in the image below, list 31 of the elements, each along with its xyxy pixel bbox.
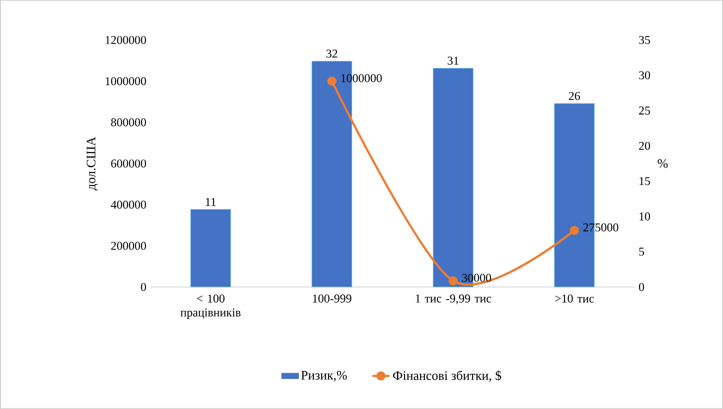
legend-label: Ризик,%: [301, 370, 347, 382]
y2-tick-label: 0: [638, 282, 644, 292]
point: [570, 226, 579, 235]
bar: [190, 209, 231, 288]
y2-tick-label: 20: [639, 142, 650, 150]
x-tick-label: 100-999: [313, 294, 352, 303]
y2-tick-label: 25: [639, 106, 650, 115]
y2-tick-label: 15: [640, 177, 650, 186]
data-label: 11: [206, 198, 216, 206]
y2-tick-label: 5: [639, 248, 644, 256]
x-tick-label: < 100 працівників: [180, 294, 241, 319]
point: [448, 276, 458, 286]
y-tick-label: 1200000: [106, 36, 146, 44]
x-tick-label: >10 тис: [555, 294, 594, 303]
x-tick-label: 1 тис -9,99 тис: [416, 294, 492, 304]
y-tick-label: 1000000: [106, 77, 146, 86]
y2-tick-label: 30: [639, 71, 650, 80]
y-tick-label: 400000: [110, 200, 146, 209]
data-label: 31: [448, 56, 458, 65]
data-label: 26: [568, 92, 580, 100]
y-tick-label: 200000: [111, 242, 146, 250]
point: [327, 76, 336, 86]
y-tick-label: 800000: [111, 118, 146, 126]
y-tick-label: 600000: [111, 159, 146, 168]
y2-axis-title: %: [658, 159, 668, 168]
y-tick-label: 0: [140, 282, 146, 292]
legend-label: Фінансові збитки, $: [393, 370, 502, 382]
y2-tick-label: 35: [639, 36, 650, 44]
data-label: 32: [326, 50, 338, 58]
y2-tick-label: 10: [640, 212, 650, 220]
y-axis-title: дол.США: [86, 136, 98, 190]
